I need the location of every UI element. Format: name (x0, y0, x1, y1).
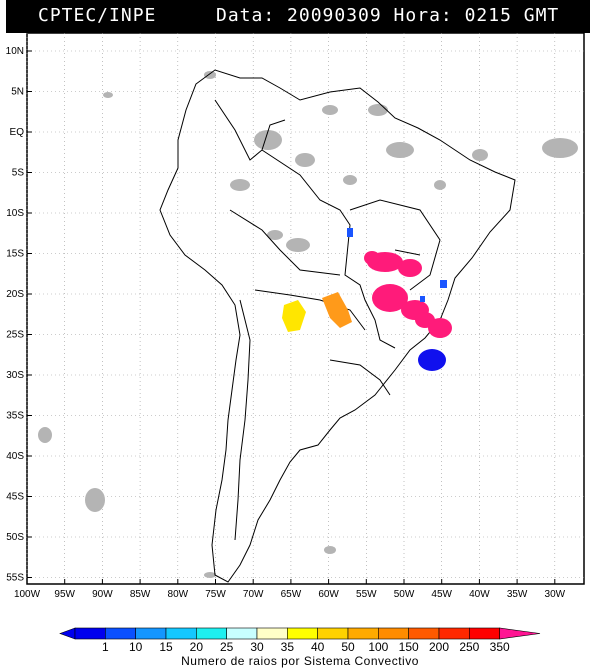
lat-tick-label: 25S (6, 330, 24, 341)
lon-tick-label: 85W (130, 589, 151, 600)
convective-systems (282, 228, 452, 371)
brazil-border (261, 149, 396, 349)
colorbar-tick-label: 15 (159, 640, 173, 654)
colorbar-tick-label: 10 (129, 640, 143, 654)
system-south-atlantic (418, 349, 446, 371)
colorbar-swatch (469, 627, 500, 640)
lon-tick-label: 40W (469, 589, 490, 600)
colombia-venezuela-border (214, 99, 286, 161)
colorbar-swatch (287, 627, 318, 640)
longitude-ticks: 100W 95W 90W 85W 80W 75W 70W 65W 60W 55W 50W 45W 40W… (14, 579, 566, 600)
lat-tick-label: 15S (6, 249, 24, 260)
lon-tick-label: 90W (92, 589, 113, 600)
lon-tick-label: 50W (394, 589, 415, 600)
lon-tick-label: 75W (205, 589, 226, 600)
colorbar-swatch (317, 627, 349, 640)
colorbar-swatch (105, 627, 136, 640)
colorbar-swatch (196, 627, 227, 640)
system-southeast-brazil (372, 284, 452, 338)
peru-bolivia-border (229, 209, 341, 276)
colorbar-tick-label: 35 (281, 640, 295, 654)
colorbar: 1 10 15 20 25 30 35 40 50 100 150 200 250 350 (59, 627, 541, 654)
datetime-label: Data: 20090309 Hora: 0215 GMT (216, 5, 560, 26)
argentina-chile-border (234, 299, 251, 541)
lat-tick-label: 55S (6, 573, 24, 584)
colorbar-right-arrow (499, 627, 541, 640)
lat-tick-label: 50S (6, 532, 24, 543)
colorbar-swatch (438, 627, 470, 640)
lon-tick-label: 65W (281, 589, 302, 600)
argentina-north-border (254, 289, 366, 331)
uruguay-border (329, 359, 391, 396)
lat-tick-label: 30S (6, 370, 24, 381)
lat-tick-label: EQ (10, 127, 25, 138)
lon-tick-label: 95W (54, 589, 75, 600)
background-clouds (38, 71, 578, 578)
lon-tick-label: 30W (545, 589, 566, 600)
colorbar-title: Numero de raios por Sistema Convectivo (181, 654, 419, 668)
colorbar-left-arrow (59, 627, 76, 640)
lat-tick-label: 10S (6, 208, 24, 219)
colorbar-swatch (135, 627, 167, 640)
system-paraguay (322, 292, 352, 328)
colorbar-swatch (74, 627, 106, 640)
colorbar-tick-label: 200 (429, 640, 449, 654)
system-central-brazil (364, 251, 422, 277)
lat-tick-label: 40S (6, 451, 24, 462)
lon-tick-label: 100W (14, 589, 41, 600)
system-north-argentina (282, 300, 306, 332)
colorbar-swatch (408, 627, 440, 640)
colorbar-tick-label: 30 (250, 640, 264, 654)
colorbar-tick-label: 50 (341, 640, 355, 654)
lon-tick-label: 70W (243, 589, 264, 600)
colorbar-tick-label: 350 (490, 640, 510, 654)
colorbar-tick-label: 100 (368, 640, 388, 654)
colorbar-tick-label: 40 (311, 640, 325, 654)
lat-tick-label: 45S (6, 492, 24, 503)
lat-lon-grid (26, 33, 584, 584)
colorbar-swatch (165, 627, 197, 640)
lat-tick-label: 20S (6, 289, 24, 300)
lon-tick-label: 55W (356, 589, 377, 600)
lat-tick-label: 10N (6, 46, 24, 57)
colorbar-tick-label: 1 (102, 640, 109, 654)
colorbar-swatch (347, 627, 379, 640)
system-mato-grosso (347, 228, 447, 302)
lon-tick-label: 80W (168, 589, 189, 600)
colorbar-swatch (256, 627, 288, 640)
lon-tick-label: 45W (431, 589, 452, 600)
south-america-coastline (159, 69, 516, 583)
lat-tick-label: 35S (6, 411, 24, 422)
colorbar-tick-label: 250 (459, 640, 479, 654)
colorbar-tick-label: 20 (190, 640, 204, 654)
colorbar-tick-label: 150 (399, 640, 419, 654)
colorbar-swatch (378, 627, 409, 640)
country-borders (159, 69, 516, 583)
colorbar-tick-label: 25 (220, 640, 234, 654)
lon-tick-label: 35W (507, 589, 528, 600)
source-label: CPTEC/INPE (38, 5, 157, 26)
map-frame (26, 32, 585, 585)
lat-tick-label: 5S (12, 168, 25, 179)
title-bar: CPTEC/INPE Data: 20090309 Hora: 0215 GMT (6, 0, 590, 33)
colorbar-swatch (226, 627, 258, 640)
latitude-ticks: 10N 5N EQ 5S 10S 15S 20S 25S 30S 35S 40S 45S 50S 55S (6, 46, 32, 584)
lat-tick-label: 5N (11, 87, 24, 98)
lon-tick-label: 60W (318, 589, 339, 600)
